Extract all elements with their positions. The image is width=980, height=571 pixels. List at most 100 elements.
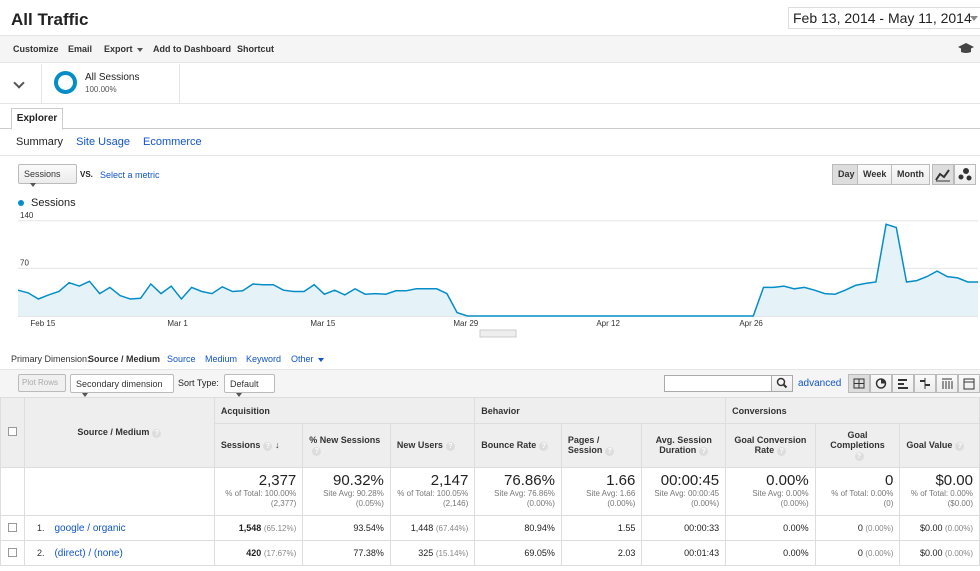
shortcut-button[interactable]: Shortcut [237,44,274,54]
group-conversions: Conversions [725,397,980,424]
row-goal-value: $0.00 (0.00%) [899,540,980,566]
row-new-sessions: 93.54% [302,515,391,541]
col-avg-duration[interactable]: Avg. Session Duration? [641,423,727,468]
row-source-link[interactable]: google / organic [54,522,126,534]
export-button[interactable]: Export [104,44,143,54]
line-chart-button[interactable] [932,164,954,185]
advanced-filter-link[interactable]: advanced [798,378,842,389]
col-new-users[interactable]: New Users? [389,423,476,468]
row-checkbox[interactable] [7,547,17,557]
dimension-other-link[interactable]: Other [291,354,324,364]
search-icon [776,377,788,389]
customize-button[interactable]: Customize [13,44,59,54]
legend-marker [18,200,24,206]
help-icon[interactable]: ? [263,441,273,451]
dimension-header[interactable]: Source / Medium? [23,397,215,468]
segment-toggle[interactable] [0,64,42,104]
row-source-link[interactable]: (direct) / (none) [54,547,123,559]
select-metric-link[interactable]: Select a metric [100,170,160,180]
select-all-checkbox[interactable] [7,427,17,436]
col-goal-completions[interactable]: Goal Completions? [814,423,901,468]
comparison-icon [920,378,930,389]
help-icon[interactable]: ? [152,428,162,438]
add-to-dashboard-button[interactable]: Add to Dashboard [153,44,231,54]
view-pivot-button[interactable] [958,374,980,393]
motion-chart-button[interactable] [954,164,976,185]
row-checkbox-cell[interactable] [0,540,25,566]
group-acquisition: Acquisition [213,397,476,424]
view-data-button[interactable] [848,374,870,393]
col-bounce-rate-label: Bounce Rate [481,440,537,451]
totals-label [23,467,215,516]
table-icon [963,378,975,390]
graduation-cap-icon[interactable] [958,42,974,54]
sort-type-select[interactable]: Default [224,374,275,397]
secondary-dimension-select[interactable]: Secondary dimension [70,374,174,397]
col-new-users-label: New Users [396,440,443,451]
total-avg-duration: 00:00:45 Site Avg: 00:00:45 (0.00%) [641,467,727,516]
col-pages-session[interactable]: Pages / Session? [560,423,643,468]
help-icon[interactable]: ? [955,441,965,451]
row-new-users: 1,448 (67.44%) [389,515,476,541]
row-checkbox[interactable] [7,522,17,532]
dimension-medium-link[interactable]: Medium [205,354,238,364]
caret-down-icon [82,392,88,397]
row-goal-completions: 0 (0.00%) [814,540,901,566]
total-goal-value: $0.00% of Total: 0.00% ($0.00) [899,467,980,516]
col-new-sessions[interactable]: % New Sessions? [302,423,391,468]
help-icon[interactable]: ? [777,446,787,456]
secondary-dimension-label: Secondary dimension [76,379,163,389]
grid-icon [853,378,865,389]
view-comparison-button[interactable] [914,374,936,393]
col-goal-value[interactable]: Goal Value? [899,423,980,468]
date-range-text: Feb 13, 2014 - May 11, 2014 [793,10,972,26]
help-icon[interactable]: ? [854,451,864,461]
subtab-ecommerce[interactable]: Ecommerce [143,136,202,148]
view-term-cloud-button[interactable] [936,374,958,393]
table-search-input[interactable] [664,375,772,392]
row-checkbox-cell[interactable] [0,515,25,541]
col-bounce-rate[interactable]: Bounce Rate? [474,423,562,468]
line-chart-icon [935,169,950,182]
chevron-down-icon [970,16,978,21]
x-tick-label: Mar 1 [167,319,188,328]
select-all-cell[interactable] [0,397,25,468]
col-goal-conversion-rate[interactable]: Goal Conversion Rate? [725,423,816,468]
export-label: Export [104,44,133,54]
y-tick-label: 70 [20,258,29,267]
caret-down-icon [236,392,242,397]
help-icon[interactable]: ? [445,441,455,451]
help-icon[interactable]: ? [539,441,549,451]
total-new-users: 2,147% of Total: 100.05% (2,146) [389,467,476,516]
segment-card[interactable] [42,64,180,104]
help-icon[interactable]: ? [605,446,615,456]
help-icon[interactable]: ? [699,446,709,456]
view-performance-button[interactable] [892,374,914,393]
dimension-source-link[interactable]: Source [167,354,196,364]
sort-type-value: Default [230,379,259,389]
subtab-site-usage[interactable]: Site Usage [76,136,130,148]
row-avg-duration: 00:01:43 [641,540,727,566]
metric-select[interactable]: Sessions [18,164,77,187]
col-sessions[interactable]: Sessions? ↓ [213,423,304,468]
email-button[interactable]: Email [68,44,93,54]
search-button[interactable] [771,375,793,392]
help-icon[interactable]: ? [312,446,322,456]
x-tick-label: Apr 26 [739,319,763,328]
x-tick-label: Feb 15 [30,319,55,328]
row-avg-duration: 00:00:33 [641,515,727,541]
dimension-keyword-link[interactable]: Keyword [246,354,282,364]
sessions-line [17,223,978,317]
explorer-subtabs: Summary Site Usage Ecommerce [16,136,212,148]
col-pages-session-label: Pages / Session [567,435,603,456]
view-percentage-button[interactable] [870,374,892,393]
subtab-summary[interactable]: Summary [16,136,64,148]
period-week-button[interactable]: Week [857,164,893,185]
plot-rows-button[interactable]: Plot Rows [18,374,66,392]
row-pages-session: 2.03 [560,540,643,566]
period-month-button[interactable]: Month [891,164,930,185]
dimension-header-label: Source / Medium [77,427,150,438]
col-goal-conversion-rate-label: Goal Conversion Rate [734,435,807,456]
date-range-picker[interactable]: Feb 13, 2014 - May 11, 2014 [788,7,980,29]
tab-explorer[interactable]: Explorer [11,108,63,130]
